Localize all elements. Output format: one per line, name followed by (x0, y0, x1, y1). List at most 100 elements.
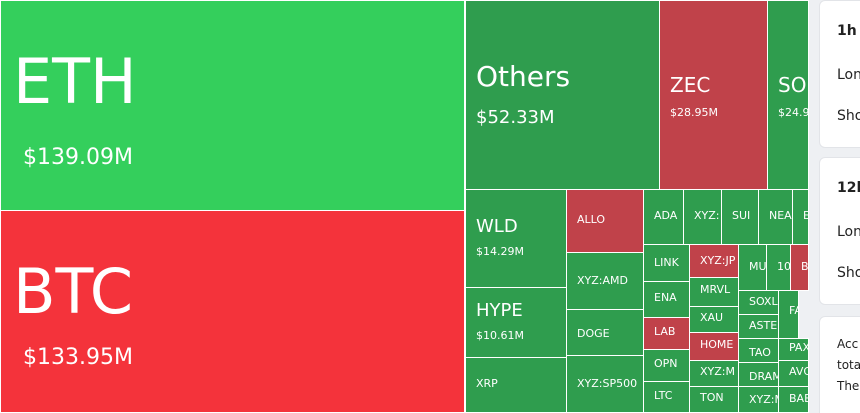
tile[interactable]: FA (778, 290, 799, 339)
tile[interactable]: HOME (689, 332, 739, 361)
tile[interactable]: LTC (643, 381, 690, 413)
tile-label: HYPE (476, 300, 523, 321)
tile[interactable]: ETH $139.09M (0, 0, 465, 211)
tile-label: BTC (13, 255, 134, 328)
tile-value: $52.33M (476, 107, 555, 128)
tile[interactable]: DOGE (566, 309, 644, 356)
tile-label: XYZ:M (749, 393, 778, 406)
tile-label: XYZ:AMD (577, 274, 628, 287)
tile[interactable]: XYZ:SP500 (566, 355, 644, 413)
tile[interactable]: MRVL (689, 277, 739, 307)
tile[interactable]: MU (738, 244, 767, 291)
tile-label: Others (476, 60, 571, 93)
panel-text: tota (837, 358, 860, 372)
tile[interactable]: XRP (465, 357, 567, 413)
tile[interactable]: ASTE (738, 314, 779, 339)
tile[interactable]: 10 (766, 244, 791, 291)
tile-label: WLD (476, 216, 518, 237)
tile-value: $14.29M (476, 245, 524, 258)
tile-label: XYZ: (694, 209, 720, 222)
tile[interactable]: BAE (778, 386, 809, 413)
tile-label: MRVL (700, 283, 731, 296)
tile[interactable]: SOXL (738, 290, 779, 315)
tile[interactable]: Others $52.33M (465, 0, 660, 190)
tile-value: $133.95M (23, 345, 133, 370)
tile-label: E (803, 210, 808, 221)
tile-label: DOGE (577, 327, 610, 340)
tile[interactable]: PAX (778, 338, 809, 361)
tile-label: SUI (732, 209, 751, 222)
tile-label: TAO (749, 346, 771, 359)
tile[interactable]: XYZ:JP (689, 244, 739, 278)
tile-label: TON (700, 391, 724, 404)
tile[interactable]: ZEC $28.95M (659, 0, 768, 190)
tile[interactable]: TON (689, 386, 739, 413)
panel-text: Sho (837, 108, 860, 124)
tile-label: AVG (789, 365, 808, 378)
tile-label: ALLO (577, 213, 606, 226)
tile-value: $10.61M (476, 329, 524, 342)
tile-label: XYZ:JP (700, 254, 736, 267)
tile[interactable]: SO $24.9 (767, 0, 809, 190)
tile[interactable]: TAO (738, 338, 779, 363)
tile-label: PAX (789, 341, 809, 354)
tile-label: LINK (654, 256, 679, 269)
tile[interactable]: BTC $133.95M (0, 210, 465, 413)
tile-label: XAU (700, 311, 724, 324)
tile[interactable]: XYZ:M (738, 386, 779, 413)
tile[interactable]: ADA (643, 189, 684, 245)
tile-label: ZEC (670, 73, 711, 97)
tile[interactable]: ALLO (566, 189, 644, 253)
tile[interactable]: XAU (689, 306, 739, 333)
tile-label: LTC (654, 389, 673, 402)
tile[interactable]: ENA (643, 281, 690, 318)
tile-label: LAB (654, 325, 676, 338)
panel-text: Acc (837, 337, 859, 351)
tile[interactable]: XYZ:M (689, 360, 739, 387)
tile[interactable]: OPN (643, 349, 690, 382)
panel-card[interactable]: Acc tota The (819, 316, 860, 413)
tile-label: OPN (654, 357, 678, 370)
tile[interactable]: E (792, 189, 809, 245)
tile-label: DRAM (749, 370, 779, 383)
tile[interactable]: AVG (778, 360, 809, 387)
tile-label: 10 (777, 260, 791, 273)
tile[interactable]: XYZ: (683, 189, 722, 245)
panel-card[interactable]: 12h Lon Sho (819, 157, 860, 305)
tile-label: XYZ:M (700, 365, 735, 378)
tile-label: SOXL (749, 295, 778, 308)
panel-text: Lon (837, 224, 860, 240)
tile-label: ASTE (749, 319, 778, 332)
tile-label: MU (749, 260, 767, 273)
panel-card[interactable]: 1h Lon Sho (819, 0, 860, 148)
tile[interactable]: HYPE $10.61M (465, 287, 567, 358)
tile[interactable]: B (790, 244, 809, 291)
panel-text: Sho (837, 265, 860, 281)
tile-label: B (801, 260, 809, 273)
panel-title: 12h (837, 180, 860, 196)
panel-title: 1h (837, 23, 857, 39)
tile-label: HOME (700, 338, 734, 351)
tile-value: $139.09M (23, 145, 133, 170)
tile[interactable]: DRAM (738, 362, 779, 387)
tile-label: ETH (13, 45, 137, 118)
panel-text: Lon (837, 67, 860, 83)
tile-value: $28.95M (670, 106, 718, 119)
tile-value: $24.9 (778, 106, 809, 119)
tile-label: ADA (654, 209, 678, 222)
tile[interactable]: NEA (758, 189, 793, 245)
tile-label: BAE (789, 392, 809, 405)
tile-label: FA (789, 304, 798, 317)
tile[interactable]: LAB (643, 317, 690, 350)
tile-label: ENA (654, 291, 677, 304)
tile-label: SO (778, 73, 807, 97)
tile-label: NEA (769, 209, 792, 222)
tile-label: XYZ:SP500 (577, 377, 638, 390)
tile-label: XRP (476, 377, 498, 390)
tile[interactable]: SUI (721, 189, 759, 245)
panel-text: The (837, 379, 860, 393)
tile[interactable]: XYZ:AMD (566, 252, 644, 310)
tile[interactable]: WLD $14.29M (465, 189, 567, 288)
tile[interactable]: LINK (643, 244, 690, 282)
